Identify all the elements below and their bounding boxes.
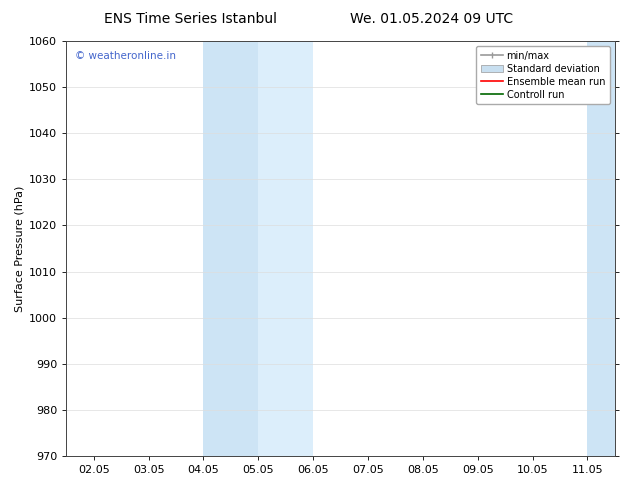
Text: We. 01.05.2024 09 UTC: We. 01.05.2024 09 UTC	[349, 12, 513, 26]
Text: ENS Time Series Istanbul: ENS Time Series Istanbul	[104, 12, 276, 26]
Bar	[204, 41, 258, 456]
Bar	[258, 41, 313, 456]
Legend: min/max, Standard deviation, Ensemble mean run, Controll run: min/max, Standard deviation, Ensemble me…	[477, 46, 610, 104]
Y-axis label: Surface Pressure (hPa): Surface Pressure (hPa)	[15, 185, 25, 312]
Bar	[588, 41, 634, 456]
Text: © weatheronline.in: © weatheronline.in	[75, 51, 176, 61]
